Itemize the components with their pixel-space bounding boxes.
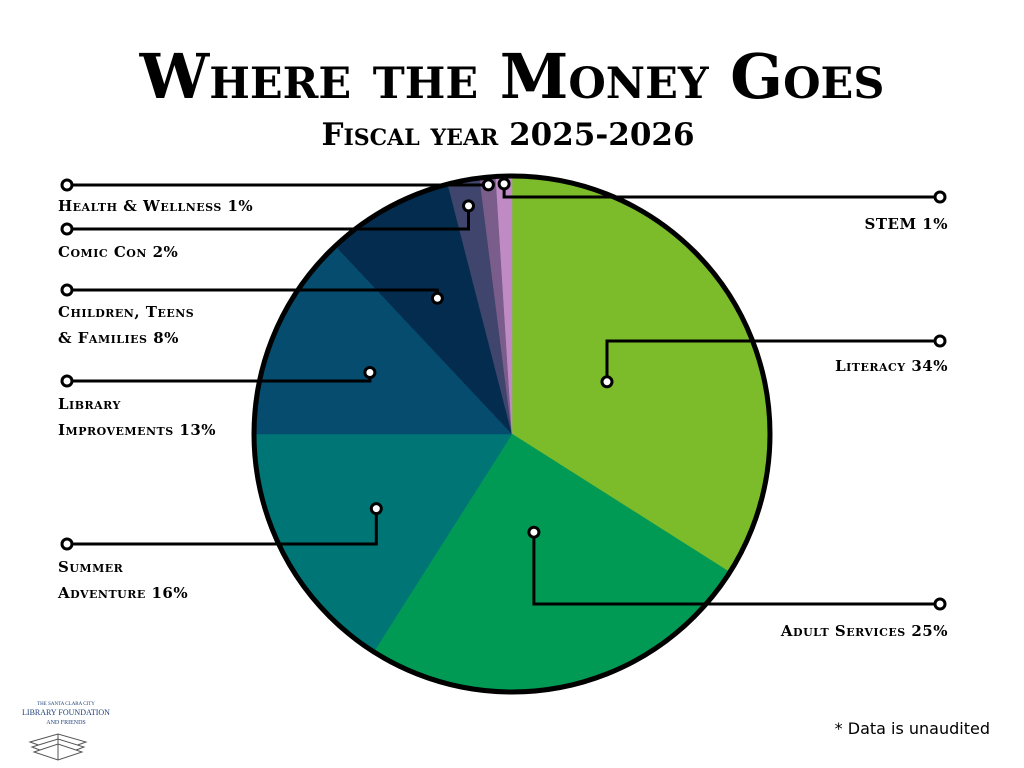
leader-line-summer-adventure bbox=[67, 508, 378, 546]
leader-dot-inner-library-improvements bbox=[363, 366, 377, 379]
leader-line-literacy bbox=[605, 339, 940, 382]
leader-dot-outer-comic-con bbox=[60, 222, 74, 236]
label-children-teens-families-line-1: Children, Teens bbox=[58, 303, 194, 321]
label-library-improvements-line-2: Improvements 13% bbox=[58, 421, 216, 439]
pie-slices bbox=[253, 175, 771, 693]
label-adult-services: Adult Services 25% bbox=[780, 622, 948, 640]
label-summer-adventure-line-2: Adventure 16% bbox=[57, 584, 188, 602]
pie-outline bbox=[251, 173, 773, 695]
leader-dot-outer-literacy bbox=[933, 334, 947, 348]
logo-line-2: LIBRARY FOUNDATION bbox=[22, 708, 110, 717]
foundation-logo: THE SANTA CLARA CITY LIBRARY FOUNDATION … bbox=[22, 702, 110, 761]
leader-line-adult-services bbox=[532, 532, 940, 606]
label-comic-con: Comic Con 2% bbox=[58, 243, 178, 261]
logo-line-3: AND FRIENDS bbox=[46, 720, 86, 726]
leader-dot-outer-stem bbox=[933, 190, 947, 204]
leader-dot-outer-library-improvements bbox=[60, 374, 74, 388]
leader-dot-inner-comic-con bbox=[462, 199, 475, 213]
leader-dot-outer-children-teens-families bbox=[60, 283, 74, 297]
leader-dot-inner-literacy bbox=[600, 375, 614, 389]
leader-dot-inner-summer-adventure bbox=[369, 502, 383, 516]
footnote: * Data is unaudited bbox=[835, 719, 990, 738]
chart-title: Where the Money Goes bbox=[139, 40, 885, 113]
label-health-wellness: Health & Wellness 1% bbox=[58, 197, 253, 215]
leader-dot-inner-health-wellness bbox=[481, 178, 495, 192]
label-literacy: Literacy 34% bbox=[835, 357, 948, 375]
leader-dot-outer-health-wellness bbox=[60, 178, 74, 192]
open-books-icon bbox=[28, 733, 88, 761]
logo-line-1: THE SANTA CLARA CITY bbox=[37, 702, 95, 707]
chart-subtitle: Fiscal year 2025-2026 bbox=[321, 117, 694, 153]
leader-line-comic-con bbox=[67, 205, 470, 231]
slice-labels: Literacy 34% Adult Services 25% Summer Adve… bbox=[57, 197, 948, 640]
label-library-improvements-line-1: Library bbox=[58, 395, 121, 413]
leader-lines bbox=[60, 177, 947, 611]
leader-dot-inner-adult-services bbox=[527, 525, 541, 539]
label-children-teens-families-line-2: & Families 8% bbox=[58, 329, 179, 347]
leader-dot-outer-summer-adventure bbox=[60, 537, 74, 551]
label-stem: STEM 1% bbox=[865, 215, 948, 233]
leader-dot-inner-stem bbox=[497, 177, 511, 191]
leader-dot-outer-adult-services bbox=[933, 597, 947, 611]
label-summer-adventure-line-1: Summer bbox=[58, 558, 124, 576]
leader-dot-inner-children-teens-families bbox=[430, 291, 444, 305]
